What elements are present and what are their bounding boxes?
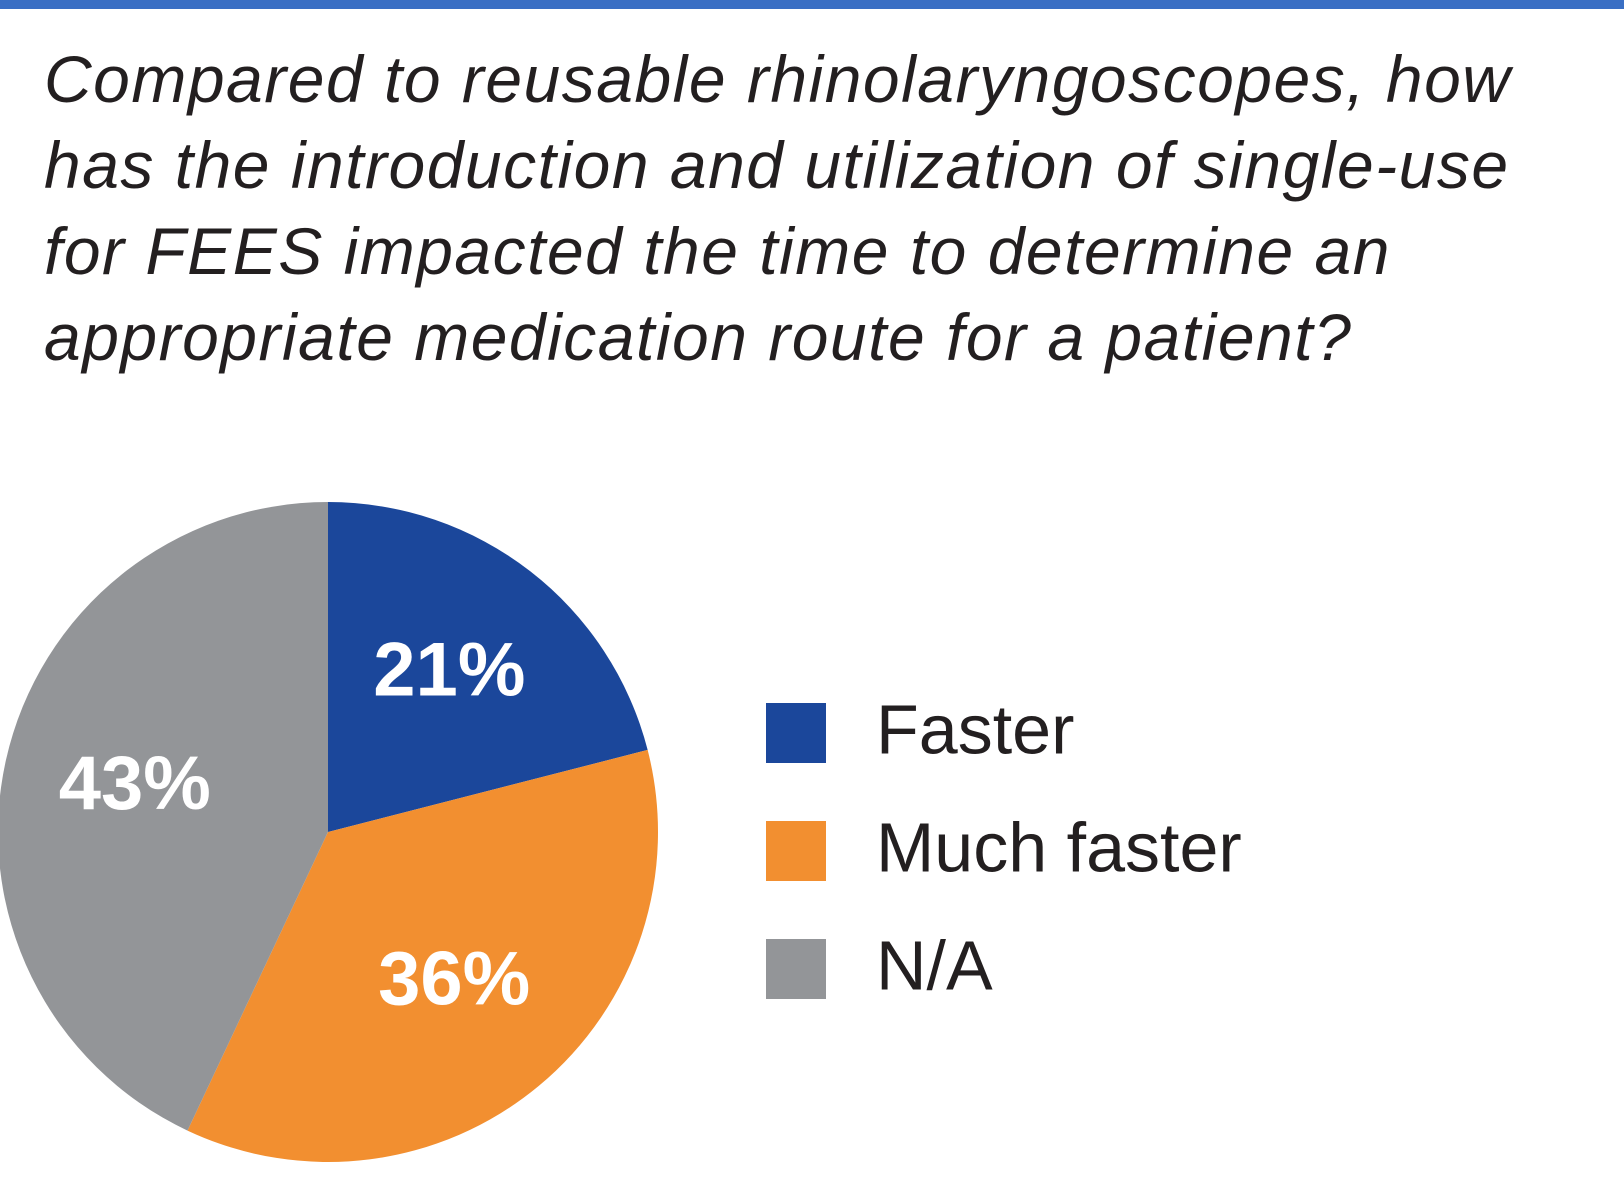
legend-label: Much faster: [876, 808, 1242, 886]
pie-slice: [328, 502, 648, 832]
legend-label: Faster: [876, 690, 1074, 768]
legend-swatch: [766, 939, 826, 999]
slice-label: 43%: [59, 741, 211, 826]
legend-swatch: [766, 821, 826, 881]
legend-label: N/A: [876, 926, 993, 1004]
slice-label: 36%: [378, 937, 530, 1022]
pie-slice: [187, 749, 658, 1162]
chart-title: Compared to reusable rhinolaryngoscopes,…: [44, 42, 1512, 374]
slice-label: 21%: [373, 628, 525, 713]
top-bar: [0, 0, 1624, 9]
pie-slice: [0, 502, 328, 1131]
legend-swatch: [766, 703, 826, 763]
